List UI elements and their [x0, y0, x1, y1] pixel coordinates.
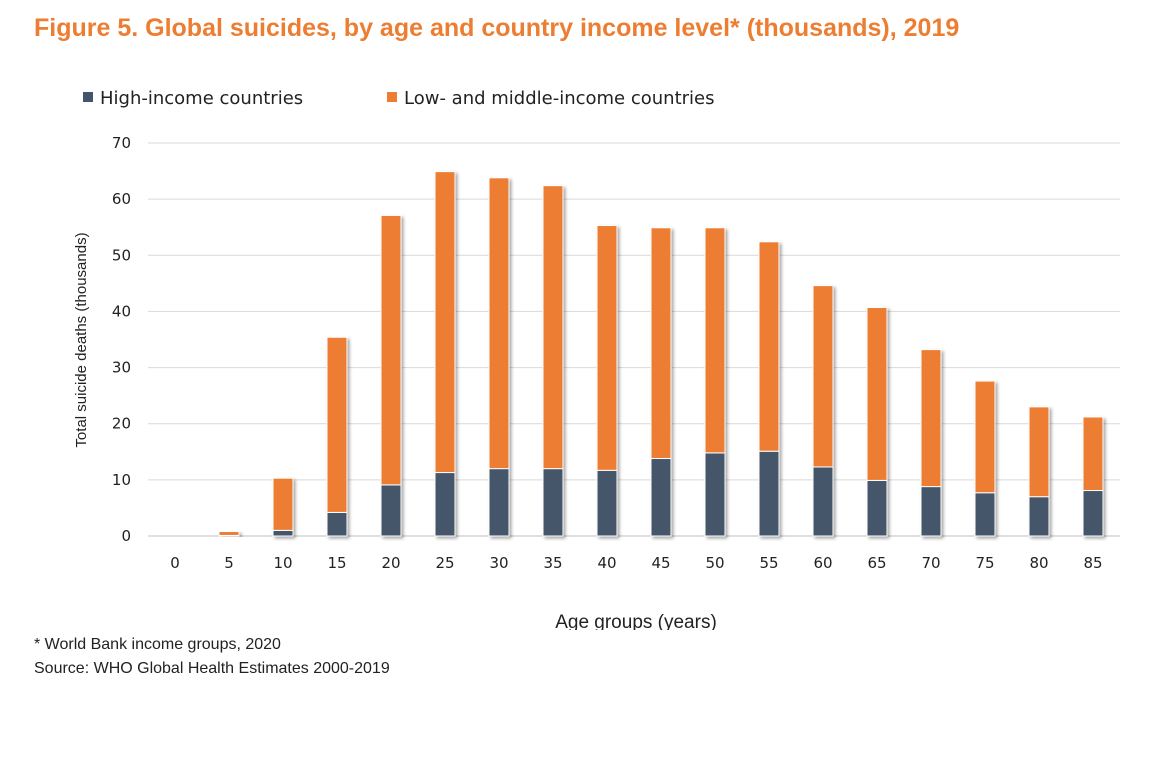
bar-stack — [1028, 406, 1050, 537]
bar-low-middle-income — [380, 214, 402, 486]
bar-stack — [920, 349, 942, 537]
x-tick-label: 50 — [705, 554, 724, 572]
bar-stack — [974, 380, 996, 537]
bar-high-income — [272, 529, 294, 537]
legend-swatch-low-middle-income — [387, 92, 397, 102]
bar-high-income — [866, 479, 888, 537]
legend: High-income countries Low- and middle-inc… — [83, 88, 715, 109]
bar-low-middle-income — [812, 285, 834, 468]
bar-high-income — [542, 468, 564, 537]
bar-stack — [812, 285, 834, 537]
bar-stack — [272, 477, 294, 537]
x-tick-label: 25 — [435, 554, 454, 572]
x-tick-label: 45 — [651, 554, 670, 572]
bar-high-income — [326, 511, 348, 537]
bar-high-income — [596, 469, 618, 537]
x-tick-label: 20 — [381, 554, 400, 572]
bar-high-income — [1028, 496, 1050, 537]
bar-low-middle-income — [542, 185, 564, 470]
bar-low-middle-income — [434, 171, 456, 474]
legend-label-low-middle-income: Low- and middle-income countries — [404, 88, 715, 109]
y-tick-label: 20 — [112, 415, 131, 433]
y-tick-label: 70 — [112, 134, 131, 152]
bar-high-income — [380, 484, 402, 537]
x-tick-label: 80 — [1029, 554, 1048, 572]
x-tick-label: 0 — [170, 554, 180, 572]
y-tick-label: 40 — [112, 302, 131, 320]
bar-low-middle-income — [974, 380, 996, 494]
x-tick-label: 65 — [867, 554, 886, 572]
x-tick-label: 75 — [975, 554, 994, 572]
bar-stack — [380, 214, 402, 537]
bar-stack — [542, 185, 564, 537]
bar-stack — [650, 227, 672, 537]
bar-stack — [326, 336, 348, 537]
x-axis-ticks: 0 5 10 15 20 25 30 35 40 45 50 55 60 65 70 75 80 85 — [170, 554, 1102, 572]
y-axis-ticks: 0 10 20 30 40 50 60 70 — [112, 134, 131, 545]
bar-low-middle-income — [1028, 406, 1050, 498]
bar-stack — [758, 241, 780, 537]
bar-stack — [866, 306, 888, 537]
bar-low-middle-income — [920, 349, 942, 488]
footnote: * World Bank income groups, 2020 — [34, 636, 281, 653]
bar-high-income — [758, 450, 780, 537]
y-tick-label: 30 — [112, 359, 131, 377]
x-tick-label: 35 — [543, 554, 562, 572]
stacked-bar-chart: High-income countries Low- and middle-inc… — [73, 88, 1120, 630]
y-tick-label: 50 — [112, 246, 131, 264]
bar-stack — [704, 227, 726, 537]
bar-high-income — [650, 458, 672, 537]
bar-stack — [596, 225, 618, 537]
bar-low-middle-income — [866, 306, 888, 481]
bar-stack — [218, 531, 240, 537]
bar-high-income — [974, 492, 996, 537]
x-tick-label: 30 — [489, 554, 508, 572]
bar-high-income — [920, 486, 942, 537]
y-tick-label: 0 — [121, 527, 131, 545]
bar-stack — [434, 171, 456, 537]
y-tick-label: 10 — [112, 471, 131, 489]
source-note: Source: WHO Global Health Estimates 2000… — [34, 660, 390, 677]
bar-low-middle-income — [272, 477, 294, 531]
bar-high-income — [488, 468, 510, 537]
bars — [218, 171, 1104, 537]
bar-low-middle-income — [218, 531, 240, 536]
x-tick-label: 70 — [921, 554, 940, 572]
bar-low-middle-income — [650, 227, 672, 460]
legend-label-high-income: High-income countries — [100, 88, 303, 109]
bar-stack — [488, 177, 510, 537]
gridlines — [148, 142, 1120, 537]
bar-high-income — [812, 466, 834, 537]
bar-low-middle-income — [758, 241, 780, 452]
chart-title: Figure 5. Global suicides, by age and co… — [34, 14, 960, 42]
y-tick-label: 60 — [112, 190, 131, 208]
bar-low-middle-income — [1082, 416, 1104, 492]
bar-high-income — [704, 452, 726, 537]
legend-swatch-high-income — [83, 92, 93, 102]
x-axis-label: Age groups (years) — [555, 612, 717, 630]
bar-high-income — [434, 472, 456, 537]
bar-low-middle-income — [488, 177, 510, 470]
bar-low-middle-income — [704, 227, 726, 454]
x-tick-label: 55 — [759, 554, 778, 572]
x-tick-label: 40 — [597, 554, 616, 572]
x-tick-label: 10 — [273, 554, 292, 572]
bar-high-income — [1082, 490, 1104, 537]
bar-low-middle-income — [326, 336, 348, 513]
bar-low-middle-income — [596, 225, 618, 471]
y-axis-label: Total suicide deaths (thousands) — [73, 232, 90, 447]
x-tick-label: 85 — [1083, 554, 1102, 572]
x-tick-label: 60 — [813, 554, 832, 572]
x-tick-label: 5 — [224, 554, 234, 572]
bar-stack — [1082, 416, 1104, 537]
x-tick-label: 15 — [327, 554, 346, 572]
